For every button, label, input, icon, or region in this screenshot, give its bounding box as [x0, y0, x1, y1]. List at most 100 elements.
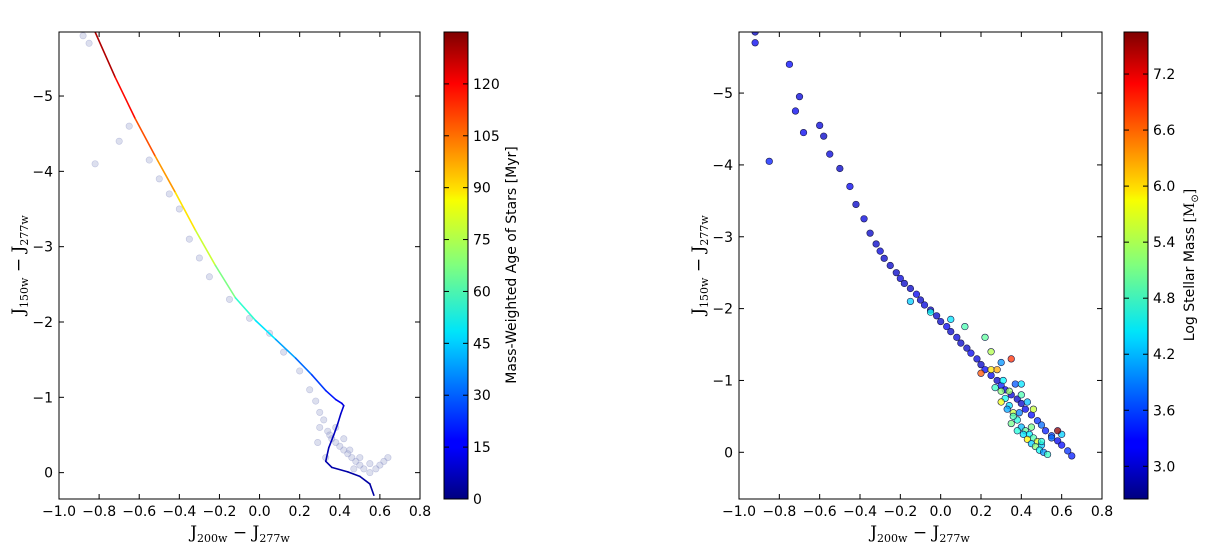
left-colorbar-ticks: 0 15 30 45 60 75 90 105 120	[444, 77, 500, 508]
right-scatter-point	[1041, 427, 1050, 435]
left-scatter-point	[155, 175, 163, 183]
right-y-tick-label: −2	[712, 302, 733, 318]
left-scatter-point	[366, 460, 374, 468]
right-scatter-point	[937, 317, 945, 326]
right-x-tick-label: −0.2	[883, 504, 917, 520]
left-track-segment	[334, 398, 343, 405]
right-y-tick-label: 0	[724, 445, 733, 461]
left-scatter-point	[384, 454, 392, 462]
right-x-tick-label: −0.8	[762, 504, 796, 520]
left-track-segment	[294, 357, 313, 376]
right-scatter-point	[836, 164, 844, 173]
right-y-tick-label: −1	[712, 373, 733, 389]
right-scatter-point	[1007, 355, 1015, 363]
left-track-segment	[174, 191, 197, 231]
left-y-axis-label: J150w − J277w	[9, 215, 31, 317]
right-colorbar-tick-label: 3.0	[1153, 459, 1175, 475]
left-track-layer	[94, 32, 375, 497]
right-scatter-point	[943, 322, 951, 331]
right-scatter-point	[765, 157, 773, 165]
right-scatter-point	[912, 290, 921, 298]
left-track-segment	[359, 475, 371, 485]
left-scatter-point	[79, 32, 87, 40]
right-scatter-point	[997, 387, 1005, 395]
right-scatter-point	[1017, 380, 1025, 388]
right-scatter-point	[791, 107, 800, 115]
left-scatter-point	[336, 442, 344, 450]
left-colorbar-gradient	[443, 31, 469, 500]
left-track-segment	[324, 460, 333, 469]
right-scatter-point	[947, 327, 955, 336]
right-x-tick-label: 0.4	[1010, 504, 1032, 520]
left-colorbar-tick-label: 60	[473, 284, 491, 300]
right-scatter-point	[1068, 452, 1076, 460]
left-scatter-point	[175, 205, 183, 213]
right-scatter-point	[1047, 434, 1056, 442]
left-scatter-point	[306, 386, 314, 394]
left-scatter-point	[350, 465, 358, 473]
right-scatter-point	[963, 344, 971, 352]
right-scatter-point	[852, 200, 860, 209]
left-track-segment	[94, 32, 116, 78]
left-scatter-point	[356, 454, 364, 462]
right-scatter-point	[991, 384, 999, 392]
left-scatter-point	[165, 190, 173, 198]
right-scatter-point	[906, 297, 915, 306]
right-x-ticks: −1.0 −0.8 −0.6 −0.4 −0.2 0.0 0.2 0.4 0.6 0.8	[722, 32, 1113, 520]
left-colorbar-tick-label: 75	[473, 233, 491, 249]
left-scatter-point	[324, 427, 332, 435]
right-scatter-point	[957, 339, 965, 347]
right-colorbar-gradient	[1123, 31, 1149, 500]
left-track-segment	[114, 76, 137, 120]
left-scatter-point	[320, 416, 328, 424]
right-scatter-point	[1003, 405, 1011, 413]
left-track-segment	[134, 117, 157, 158]
left-x-tick-label: −0.8	[82, 504, 116, 520]
right-scatter-point	[961, 322, 969, 331]
left-colorbar-tick-label: 105	[473, 129, 500, 145]
right-scatter-point	[799, 128, 808, 137]
left-track-segment	[336, 413, 342, 425]
left-y-tick-label: −1	[32, 390, 53, 406]
right-scatter-point	[1054, 427, 1062, 435]
right-plot-area	[751, 32, 1076, 460]
left-track-segment	[274, 338, 297, 359]
left-scatter-point	[326, 431, 334, 439]
left-colorbar-tick-label: 15	[473, 440, 491, 456]
right-scatter-point	[900, 279, 908, 288]
left-x-axis-label: J200w − J277w	[188, 523, 290, 545]
left-scatter-point	[356, 461, 364, 469]
left-colorbar-tick-label: 120	[473, 77, 500, 93]
left-colorbar-tick-label: 30	[473, 388, 491, 404]
right-colorbar-label: Log Stellar Mass [M⊙]	[1182, 189, 1201, 341]
right-scatter-point	[1005, 387, 1013, 395]
right-scatter-point	[896, 274, 904, 283]
right-scatter-point	[916, 296, 925, 304]
right-scatter-point	[1021, 405, 1029, 413]
right-scatter-point	[876, 247, 884, 255]
right-scatter-point	[1007, 419, 1015, 428]
right-scatter-point	[1011, 380, 1019, 388]
left-scatter-point	[380, 457, 388, 465]
right-scatter-point	[906, 284, 915, 293]
left-colorbar-tick-label: 45	[473, 336, 491, 352]
right-scatter-point	[1037, 437, 1046, 446]
left-y-tick-label: −5	[32, 89, 53, 105]
right-scatter-point	[795, 93, 804, 101]
left-x-tick-label: 0.4	[329, 504, 351, 520]
right-scatter-point	[1043, 450, 1052, 459]
right-scatter-point	[967, 349, 975, 357]
right-scatter-point	[860, 215, 868, 223]
left-axes-frame	[58, 31, 421, 500]
left-panel: −1.0 −0.8 −0.6 −0.4 −0.2 0.0 0.2 0.4 0.6 0.8 0−1−…	[9, 31, 520, 545]
left-track-segment	[234, 297, 257, 322]
right-x-tick-label: 0.0	[930, 504, 952, 520]
left-track-segment	[332, 422, 339, 436]
right-colorbar-tick-label: 4.8	[1153, 291, 1175, 307]
right-scatter-point	[933, 312, 941, 320]
left-scatter-point	[348, 454, 356, 462]
left-track-segment	[254, 319, 277, 341]
right-colorbar-tick-label: 4.2	[1153, 347, 1175, 363]
left-track-segment	[324, 389, 337, 401]
left-track-segment	[324, 446, 330, 463]
